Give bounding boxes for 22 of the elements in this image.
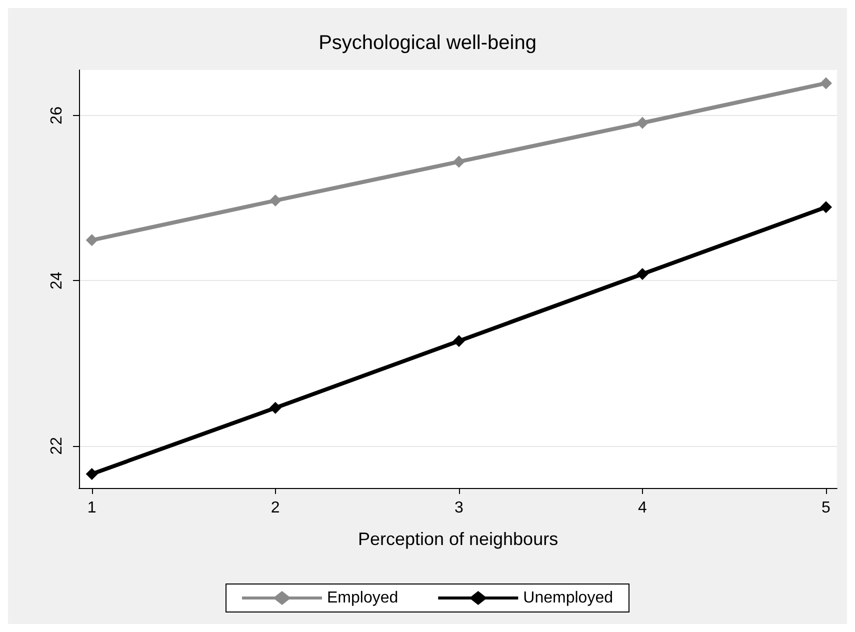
point bbox=[269, 194, 282, 207]
x-tick-label: 5 bbox=[822, 500, 831, 516]
legend-label: Unemployed bbox=[523, 590, 613, 606]
x-tick-label: 4 bbox=[638, 500, 647, 516]
point bbox=[86, 468, 98, 480]
x-tick-label: 2 bbox=[270, 500, 280, 516]
chart-title: Psychological well-being bbox=[318, 32, 536, 54]
y-tick-label: 24 bbox=[48, 272, 66, 290]
point bbox=[269, 402, 282, 414]
point bbox=[86, 234, 98, 246]
point bbox=[636, 268, 648, 280]
point bbox=[452, 156, 465, 168]
point bbox=[636, 116, 648, 129]
x-tick-label: 1 bbox=[87, 500, 96, 516]
point bbox=[820, 201, 832, 214]
x-axis-title: Perception of neighbours bbox=[358, 529, 558, 549]
point bbox=[452, 334, 465, 347]
y-tick-label: 22 bbox=[48, 436, 66, 455]
legend-label: Employed bbox=[327, 590, 398, 606]
x-tick-label: 3 bbox=[454, 500, 464, 516]
y-tick-label: 26 bbox=[48, 106, 66, 124]
point bbox=[820, 77, 832, 90]
